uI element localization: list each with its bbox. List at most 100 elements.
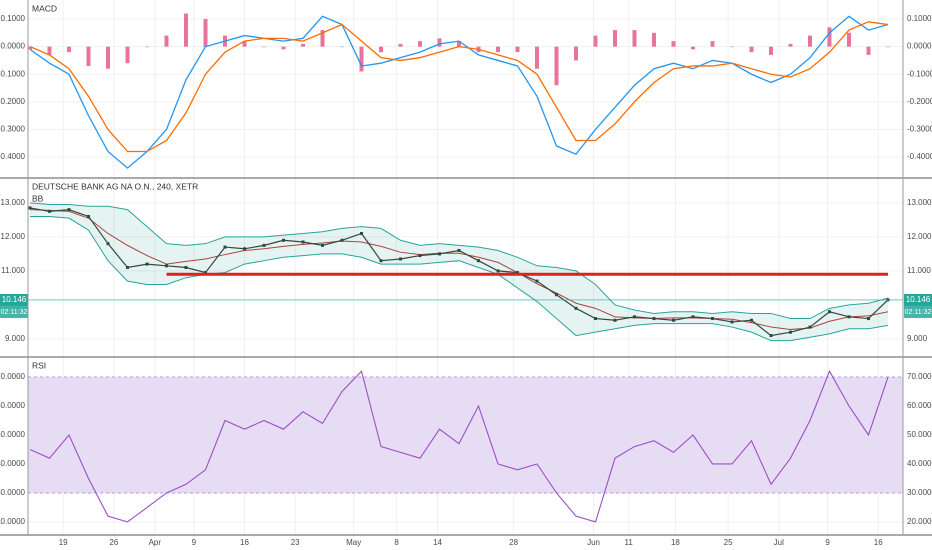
macd-line bbox=[29, 21, 889, 153]
x-tick-label: 8 bbox=[394, 538, 399, 547]
price-point bbox=[769, 334, 773, 338]
pane: 0.1000 0.1000 0.0000 0.0000 -0.1000 -0.1000 -0… bbox=[0, 3, 932, 169]
price-point bbox=[340, 238, 344, 242]
price-point bbox=[847, 315, 851, 319]
y-tick-label: 11.000 bbox=[1, 266, 25, 275]
price-point bbox=[808, 325, 812, 329]
histogram-bar bbox=[632, 30, 637, 47]
pane-title: RSI bbox=[32, 360, 46, 370]
histogram-bar bbox=[145, 46, 149, 48]
y-tick-label: 13.000 bbox=[907, 198, 932, 207]
histogram-bar bbox=[593, 35, 598, 47]
price-point bbox=[321, 243, 324, 247]
y-tick-label: 13.000 bbox=[1, 198, 26, 207]
price-point bbox=[379, 259, 383, 263]
y-tick-label: 40.0000 bbox=[0, 459, 26, 468]
price-point bbox=[145, 262, 149, 266]
x-tick-label: 11 bbox=[624, 538, 633, 547]
y-tick-label: 50.0000 bbox=[0, 430, 26, 439]
x-tick-label: May bbox=[346, 538, 361, 547]
histogram-bar bbox=[398, 43, 403, 47]
y-tick-label: -0.1000 bbox=[907, 69, 932, 78]
y-tick-label: 60.0000 bbox=[907, 401, 932, 410]
histogram-bar bbox=[320, 30, 325, 47]
pane-title: MACD bbox=[32, 3, 57, 13]
price-point bbox=[184, 266, 188, 269]
y-tick-label: 30.0000 bbox=[0, 488, 26, 497]
price-point bbox=[789, 330, 792, 334]
price-point bbox=[535, 279, 539, 283]
histogram-bar bbox=[106, 46, 110, 69]
x-tick-label: 23 bbox=[291, 538, 300, 547]
bb-lower bbox=[30, 215, 889, 342]
histogram-bar bbox=[749, 46, 754, 53]
price-point bbox=[730, 320, 734, 324]
price-point bbox=[126, 266, 129, 269]
x-tick-label: Apr bbox=[149, 538, 162, 547]
pane-title: DEUTSCHE BANK AG NA O.N., 240, XETR bbox=[32, 181, 198, 191]
y-tick-label: 50.0000 bbox=[907, 430, 932, 439]
price-point bbox=[496, 269, 500, 273]
x-tick-label: 19 bbox=[59, 538, 68, 547]
y-tick-label: 11.000 bbox=[907, 266, 931, 275]
price-point bbox=[477, 259, 480, 263]
last-price-label: 10.146 bbox=[2, 295, 27, 304]
histogram-bar bbox=[535, 46, 539, 69]
x-tick-label: 16 bbox=[874, 538, 883, 547]
price-point bbox=[438, 252, 441, 256]
price-point bbox=[204, 271, 207, 275]
x-tick-label: 9 bbox=[825, 538, 830, 547]
histogram-bar bbox=[496, 46, 500, 53]
price-point bbox=[516, 271, 519, 275]
price-point bbox=[165, 264, 168, 268]
price-point bbox=[48, 209, 51, 213]
price-point bbox=[574, 306, 578, 310]
histogram-bar bbox=[515, 46, 520, 53]
histogram-bar bbox=[359, 46, 364, 72]
histogram-bar bbox=[86, 46, 91, 66]
y-tick-label: 0.0000 bbox=[907, 42, 932, 51]
histogram-bar bbox=[730, 46, 734, 48]
y-tick-label: 20.0000 bbox=[0, 517, 26, 526]
y-tick-label: 9.000 bbox=[907, 334, 928, 343]
last-price-box bbox=[904, 293, 932, 306]
histogram-bar bbox=[340, 46, 344, 48]
y-tick-label: 20.0000 bbox=[907, 517, 932, 526]
y-tick-label: -0.4000 bbox=[907, 152, 932, 161]
macd-line bbox=[29, 15, 889, 169]
price-point bbox=[613, 318, 617, 322]
y-tick-label: 40.0000 bbox=[907, 459, 932, 468]
histogram-bar bbox=[652, 32, 656, 47]
histogram-bar bbox=[125, 46, 130, 64]
price-point bbox=[223, 245, 227, 249]
y-tick-label: -0.4000 bbox=[0, 152, 26, 161]
price-point bbox=[360, 231, 363, 235]
price-point bbox=[399, 257, 402, 261]
pane: 13.000 13.000 12.000 12.000 11.000 11.000 9.00… bbox=[0, 181, 932, 343]
x-tick-label: 9 bbox=[192, 538, 197, 547]
price-point bbox=[106, 242, 110, 246]
price-point bbox=[867, 317, 870, 321]
indicator-label: BB bbox=[32, 193, 44, 203]
histogram-bar bbox=[418, 41, 422, 47]
price-point bbox=[457, 248, 461, 252]
histogram-bar bbox=[437, 38, 442, 47]
y-tick-label: 70.0000 bbox=[0, 372, 26, 381]
x-tick-label: Jul bbox=[774, 538, 784, 547]
countdown-box bbox=[904, 305, 932, 318]
histogram-bar bbox=[262, 46, 266, 48]
y-tick-label: 0.1000 bbox=[907, 14, 932, 23]
histogram-bar bbox=[281, 46, 286, 50]
pane: 70.0000 70.0000 60.0000 60.0000 50.0000 50.00… bbox=[0, 360, 932, 526]
bb-upper bbox=[29, 202, 889, 320]
histogram-bar bbox=[886, 46, 890, 48]
histogram-bar bbox=[788, 43, 793, 47]
histogram-bar bbox=[457, 41, 461, 47]
y-tick-label: -0.1000 bbox=[0, 69, 26, 78]
x-tick-label: 14 bbox=[433, 538, 442, 547]
price-point bbox=[691, 315, 695, 319]
histogram-bar bbox=[710, 41, 715, 47]
x-tick-label: Jun bbox=[587, 538, 600, 547]
histogram-bar bbox=[164, 35, 169, 47]
